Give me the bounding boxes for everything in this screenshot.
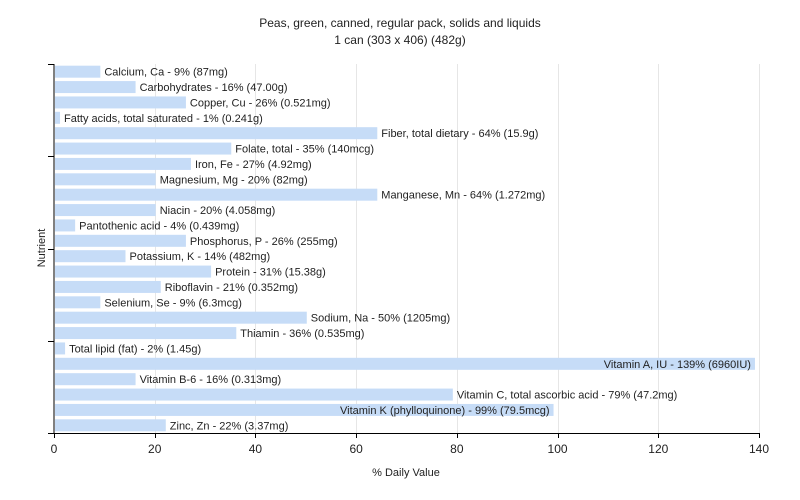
x-tick-label: 60	[349, 442, 363, 456]
bar	[55, 234, 186, 247]
x-tick-label: 40	[249, 442, 263, 456]
bar	[55, 403, 554, 416]
chart-title: Peas, green, canned, regular pack, solid…	[259, 16, 541, 30]
bar	[55, 419, 166, 432]
data-label: Vitamin C, total ascorbic acid - 79% (47…	[457, 390, 677, 402]
bar	[55, 111, 61, 124]
bar	[55, 327, 237, 340]
bar	[55, 311, 307, 324]
data-label: Calcium, Ca - 9% (87mg)	[104, 67, 227, 79]
data-label: Potassium, K - 14% (482mg)	[130, 251, 271, 263]
data-label: Vitamin A, IU - 139% (6960IU)	[604, 359, 751, 371]
bar	[55, 342, 66, 355]
chart-subtitle: 1 can (303 x 406) (482g)	[334, 33, 465, 47]
bar	[55, 173, 156, 186]
data-label: Vitamin B-6 - 16% (0.313mg)	[140, 374, 282, 386]
bars: Calcium, Ca - 9% (87mg) Carbohydrates - 1…	[55, 65, 755, 432]
data-label: Pantothenic acid - 4% (0.439mg)	[79, 220, 239, 232]
data-label: Selenium, Se - 9% (6.3mcg)	[104, 297, 242, 309]
bar	[55, 280, 161, 293]
x-tick-label: 0	[51, 442, 58, 456]
data-label: Carbohydrates - 16% (47.00g)	[140, 82, 288, 94]
bar	[55, 357, 755, 370]
bar	[55, 250, 126, 263]
data-label: Riboflavin - 21% (0.352mg)	[165, 282, 298, 294]
bar	[55, 127, 378, 140]
data-label: Folate, total - 35% (140mcg)	[235, 144, 374, 156]
bar	[55, 96, 186, 109]
x-tick-label: 20	[148, 442, 162, 456]
data-label: Vitamin K (phylloquinone) - 99% (79.5mcg…	[340, 405, 550, 417]
bar	[55, 373, 136, 386]
x-tick-label: 140	[749, 442, 769, 456]
y-axis-title: Nutrient	[36, 229, 48, 268]
data-label: Manganese, Mn - 64% (1.272mg)	[381, 190, 545, 202]
bar	[55, 265, 212, 278]
bar	[55, 219, 76, 232]
bar	[55, 65, 101, 78]
bar	[55, 157, 191, 170]
gridlines	[155, 64, 760, 433]
data-label: Thiamin - 36% (0.535mg)	[240, 328, 364, 340]
data-label: Fatty acids, total saturated - 1% (0.241…	[64, 113, 263, 125]
data-label: Magnesium, Mg - 20% (82mg)	[160, 174, 308, 186]
data-label: Copper, Cu - 26% (0.521mg)	[190, 97, 331, 109]
bar	[55, 204, 156, 217]
x-tick-label: 120	[648, 442, 668, 456]
bar	[55, 142, 232, 155]
data-label: Fiber, total dietary - 64% (15.9g)	[381, 128, 538, 140]
data-label: Protein - 31% (15.38g)	[215, 267, 326, 279]
x-tick-label: 100	[548, 442, 568, 456]
data-label: Niacin - 20% (4.058mg)	[160, 205, 276, 217]
bar	[55, 388, 453, 401]
data-label: Sodium, Na - 50% (1205mg)	[311, 313, 450, 325]
x-axis-title: % Daily Value	[372, 467, 440, 479]
data-label: Total lipid (fat) - 2% (1.45g)	[69, 343, 201, 355]
data-label: Phosphorus, P - 26% (255mg)	[190, 236, 338, 248]
axes: 0 20 40 60 80 100 120 140	[48, 64, 769, 456]
bar	[55, 296, 101, 309]
data-label: Iron, Fe - 27% (4.92mg)	[195, 159, 312, 171]
data-label: Zinc, Zn - 22% (3.37mg)	[170, 420, 289, 432]
bar	[55, 81, 136, 94]
bar	[55, 188, 378, 201]
x-tick-label: 80	[450, 442, 464, 456]
